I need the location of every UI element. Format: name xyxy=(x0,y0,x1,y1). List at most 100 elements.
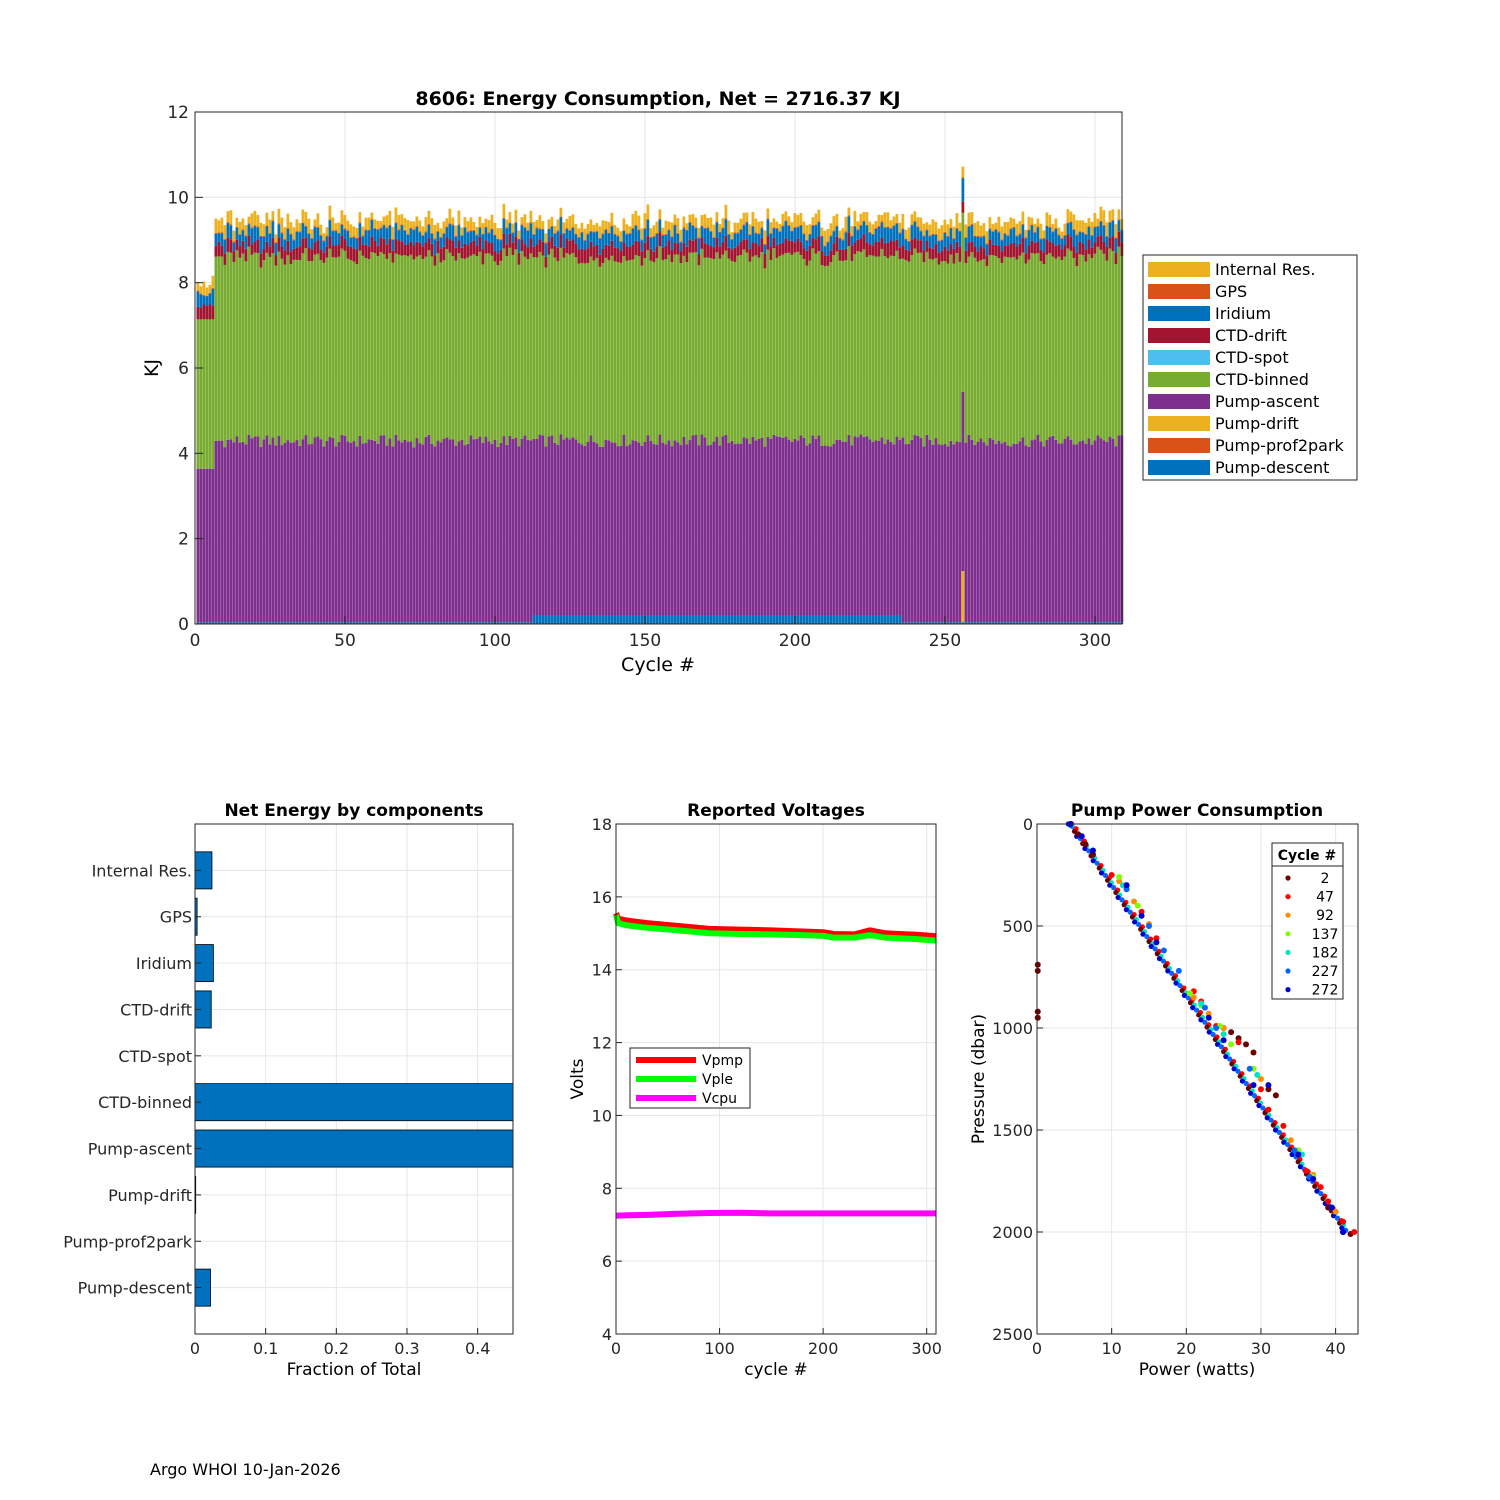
top-bar-seg xyxy=(340,248,344,435)
top-bar-seg xyxy=(649,237,653,249)
top-bar-seg xyxy=(199,294,203,308)
top-bar-seg xyxy=(733,233,737,248)
top-bar-seg xyxy=(394,223,398,240)
top-bar-seg xyxy=(772,218,776,228)
top-bar-seg xyxy=(565,218,569,229)
top-bar-seg xyxy=(337,233,341,245)
top-bar-seg xyxy=(475,234,479,236)
top-bar-seg xyxy=(742,212,746,225)
top-bar-seg xyxy=(946,446,950,623)
top-bar-seg xyxy=(961,622,965,624)
pump-point-cycle-2 xyxy=(1272,1092,1279,1099)
top-bar-seg xyxy=(1087,622,1091,624)
top-bar-seg xyxy=(427,434,431,623)
top-bar-seg xyxy=(352,441,356,623)
top-bar-seg xyxy=(994,228,998,230)
top-bar-seg xyxy=(922,236,926,251)
top-bar-seg xyxy=(520,622,524,624)
pump-trace-point xyxy=(1212,1036,1218,1043)
top-bar-seg xyxy=(400,255,404,443)
top-bar-seg xyxy=(655,258,659,445)
top-bar-seg xyxy=(202,294,206,296)
top-bar-seg xyxy=(640,251,644,266)
top-bar-seg xyxy=(550,226,554,237)
top-bar-seg xyxy=(361,622,365,624)
pump-point-cycle-2 xyxy=(1243,1041,1250,1048)
pump-trace-point xyxy=(1096,865,1102,871)
top-bar-seg xyxy=(997,440,1001,623)
top-bar-seg xyxy=(559,434,563,616)
top-bar-seg xyxy=(946,235,950,237)
top-bar-seg xyxy=(937,444,941,623)
top-bar-seg xyxy=(853,226,857,244)
top-bar-seg xyxy=(280,233,284,247)
top-bar-seg xyxy=(355,237,359,239)
top-bar-seg xyxy=(229,252,233,440)
top-bar-seg xyxy=(1117,622,1121,624)
top-bar-seg xyxy=(880,248,884,438)
top-bar-seg xyxy=(1009,257,1013,447)
top-bar-seg xyxy=(322,252,326,263)
top-bar-seg xyxy=(886,226,890,228)
top-bar-seg xyxy=(829,223,833,236)
top-bar-seg xyxy=(607,233,611,246)
top-legend-swatch xyxy=(1148,284,1210,299)
top-bar-seg xyxy=(961,178,965,202)
top-bar-seg xyxy=(751,242,755,257)
top-bar-seg xyxy=(235,239,239,251)
top-bar-seg xyxy=(706,218,710,228)
top-bar-seg xyxy=(484,226,488,228)
top-legend-label: Pump-prof2park xyxy=(1215,436,1345,455)
top-bar-seg xyxy=(424,232,428,243)
top-bar-seg xyxy=(1081,440,1085,623)
top-legend-label: Pump-ascent xyxy=(1215,392,1319,411)
top-bar-seg xyxy=(391,446,395,623)
top-bar-seg xyxy=(430,443,434,623)
top-bar-seg xyxy=(667,229,671,231)
top-bar-seg xyxy=(685,229,689,231)
top-bar-seg xyxy=(508,212,512,223)
top-bar-seg xyxy=(580,248,584,263)
top-bar-seg xyxy=(1069,439,1073,623)
top-bar-seg xyxy=(721,436,725,616)
top-bar-seg xyxy=(454,235,458,237)
top-bar-seg xyxy=(814,224,818,226)
top-bar-seg xyxy=(1027,245,1031,260)
top-bar-seg xyxy=(520,251,524,439)
top-bar-seg xyxy=(415,226,419,227)
top-bar-seg xyxy=(868,255,872,440)
top-bar-seg xyxy=(856,239,860,252)
top-bar-seg xyxy=(757,233,761,235)
top-bar-seg xyxy=(1108,436,1112,623)
top-bar-seg xyxy=(883,256,887,445)
top-bar-seg xyxy=(595,245,599,258)
pump-trace-point xyxy=(1121,902,1127,908)
top-bar-seg xyxy=(454,622,458,624)
top-bar-seg xyxy=(490,228,494,230)
top-bar-seg xyxy=(247,622,251,624)
top-bar-seg xyxy=(1027,446,1031,623)
pump-point-cycle-182 xyxy=(1198,1000,1205,1007)
top-bar-seg xyxy=(535,438,539,616)
top-bar-seg xyxy=(535,228,539,245)
top-bar-seg xyxy=(823,255,827,267)
top-bar-seg xyxy=(352,236,356,238)
top-bar-seg xyxy=(415,226,419,242)
top-bar-seg xyxy=(451,255,455,440)
top-bar-seg xyxy=(1015,223,1019,236)
top-bar-seg xyxy=(589,219,593,231)
top-bar-seg xyxy=(355,622,359,624)
top-bar-seg xyxy=(997,622,1001,624)
top-bar-seg xyxy=(313,254,317,438)
top-bar-seg xyxy=(538,228,542,230)
top-bar-seg xyxy=(751,225,755,227)
top-bar-seg xyxy=(1108,222,1112,238)
pump-point-cycle-227 xyxy=(1160,947,1167,954)
top-legend-label: CTD-binned xyxy=(1215,370,1309,389)
pump-legend-marker xyxy=(1285,894,1291,900)
top-bar-seg xyxy=(379,237,383,252)
top-bar-seg xyxy=(619,231,623,242)
top-bar-seg xyxy=(703,257,707,438)
top-bar-seg xyxy=(565,228,569,239)
